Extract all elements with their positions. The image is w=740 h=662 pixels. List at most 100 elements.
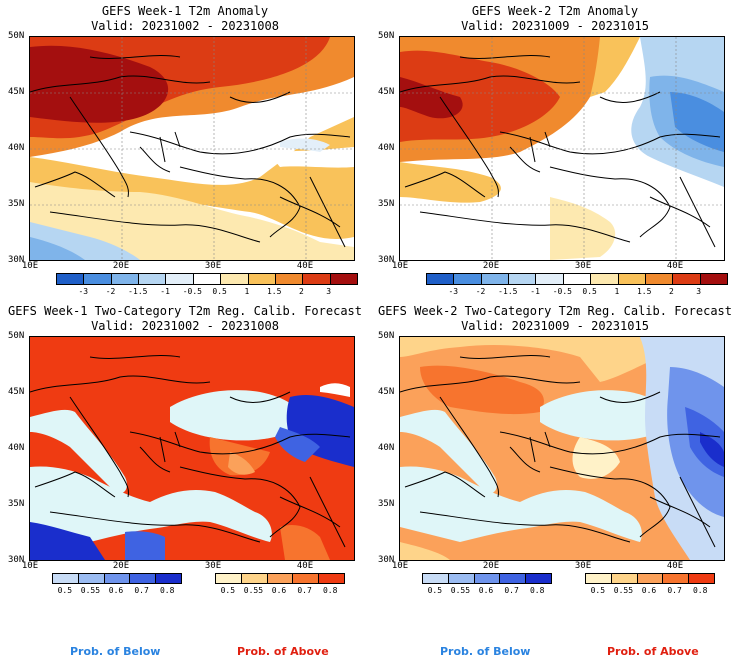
panel-valid-dates: Valid: 20231002 - 20231008 <box>91 319 279 333</box>
colorbar-swatch <box>303 274 331 284</box>
colorbar-swatch <box>586 574 612 583</box>
colorbar-swatch <box>139 274 167 284</box>
colorbar-swatch <box>319 574 344 583</box>
colorbar-swatch <box>84 274 112 284</box>
anomaly-map-week1 <box>29 36 355 261</box>
colorbar-tick-label: 0.5 <box>582 287 597 296</box>
panel-week2-probability: GEFS Week-2 Two-Category T2m Reg. Calib.… <box>370 300 740 600</box>
lon-label: 30E <box>204 561 222 571</box>
colorbar-swatch <box>618 274 646 284</box>
colorbar-swatch <box>130 574 157 583</box>
colorbar-tick-label: -1.5 <box>128 287 148 296</box>
colorbar-swatch <box>563 274 592 284</box>
colorbar-swatch <box>104 574 131 583</box>
lat-label: 35N <box>378 199 395 209</box>
lon-label: 40E <box>296 261 314 271</box>
colorbar-tick-label: -2 <box>475 287 486 296</box>
colorbar-tick-label: -0.5 <box>552 287 572 296</box>
colorbar-swatch <box>591 274 619 284</box>
prob-above-legend-left: Prob. of Above <box>237 645 329 658</box>
colorbar-tick-label: 0.6 <box>108 586 124 595</box>
colorbar-tick-label: 3 <box>326 287 332 296</box>
lon-label: 20E <box>112 561 130 571</box>
panel-title: GEFS Week-1 Two-Category T2m Reg. Calib.… <box>7 304 362 318</box>
colorbar-swatch <box>500 574 527 583</box>
lat-label: 50N <box>378 31 395 41</box>
colorbar-tick-label: 0.7 <box>504 586 519 595</box>
colorbar-tick-label: -3 <box>448 287 459 296</box>
colorbar-swatch <box>156 574 181 583</box>
colorbar-swatch <box>474 574 501 583</box>
lon-label: 10E <box>21 261 39 271</box>
colorbar-swatch <box>57 274 85 284</box>
lat-label: 40N <box>8 443 25 453</box>
lat-label: 45N <box>8 387 25 397</box>
colorbar-tick-label: -3 <box>78 287 89 296</box>
lat-label: 30N <box>378 555 395 565</box>
colorbar-swatch <box>78 574 105 583</box>
lon-label: 40E <box>666 261 684 271</box>
prob-below-colorbar <box>52 573 182 584</box>
colorbar-swatch <box>293 574 320 583</box>
prob-below-legend-right: Prob. of Below <box>440 645 531 658</box>
panel-week2-anomaly: GEFS Week-2 T2m Anomaly Valid: 20231009 … <box>370 0 740 300</box>
lat-label: 40N <box>8 143 25 153</box>
colorbar-tick-label: 2 <box>299 287 304 296</box>
colorbar-tick-label: -1 <box>160 287 170 296</box>
panel-week1-probability: GEFS Week-1 Two-Category T2m Reg. Calib.… <box>0 300 370 600</box>
panel-valid-dates: Valid: 20231009 - 20231015 <box>461 319 649 333</box>
colorbar-swatch <box>275 274 304 284</box>
lon-label: 10E <box>391 561 409 571</box>
colorbar-swatch <box>267 574 294 583</box>
lat-label: 50N <box>8 331 25 341</box>
colorbar-tick-label: 1.5 <box>266 287 282 296</box>
colorbar-swatch <box>221 274 249 284</box>
prob-above-colorbar <box>585 573 715 584</box>
lon-label: 30E <box>574 561 592 571</box>
lon-label: 20E <box>482 261 500 271</box>
colorbar-swatch <box>427 274 455 284</box>
colorbar-swatch <box>448 574 475 583</box>
colorbar-swatch <box>700 274 727 284</box>
colorbar-tick-label: 0.8 <box>692 586 708 595</box>
colorbar-tick-label: 1 <box>244 287 250 296</box>
colorbar-tick-label: 0.7 <box>134 586 149 595</box>
colorbar-swatch <box>663 574 690 583</box>
colorbar-tick-label: 0.55 <box>450 586 471 595</box>
colorbar-tick-label: 0.55 <box>80 586 101 595</box>
colorbar-swatch <box>166 274 194 284</box>
panel-title: GEFS Week-2 T2m Anomaly <box>471 4 639 18</box>
panel-week1-anomaly: GEFS Week-1 T2m Anomaly Valid: 20231002 … <box>0 0 370 300</box>
colorbar-swatch <box>241 574 268 583</box>
panel-valid-dates: Valid: 20231009 - 20231015 <box>461 19 649 33</box>
colorbar-tick-label: 2 <box>669 287 674 296</box>
colorbar-swatch <box>637 574 664 583</box>
lat-label: 50N <box>378 331 395 341</box>
lon-label: 10E <box>391 261 409 271</box>
colorbar-swatch <box>611 574 638 583</box>
colorbar-tick-label: 0.5 <box>427 586 443 595</box>
panel-title: GEFS Week-2 Two-Category T2m Reg. Calib.… <box>377 304 732 318</box>
anomaly-map-week2 <box>399 36 725 261</box>
colorbar-swatch <box>526 574 551 583</box>
lat-label: 35N <box>8 199 25 209</box>
anomaly-colorbar <box>56 273 358 285</box>
colorbar-tick-label: 0.6 <box>478 586 494 595</box>
colorbar-tick-label: 0.5 <box>57 586 73 595</box>
colorbar-swatch <box>330 274 357 284</box>
colorbar-tick-label: 0.8 <box>529 586 545 595</box>
panel-valid-dates: Valid: 20231002 - 20231008 <box>91 19 279 33</box>
colorbar-swatch <box>423 574 449 583</box>
colorbar-tick-label: -1 <box>530 287 540 296</box>
colorbar-tick-label: 0.5 <box>212 287 227 296</box>
prob-below-legend-left: Prob. of Below <box>70 645 161 658</box>
colorbar-swatch <box>193 274 222 284</box>
colorbar-tick-label: 0.6 <box>641 586 657 595</box>
probability-map-week2 <box>399 336 725 561</box>
colorbar-tick-label: 0.55 <box>243 586 264 595</box>
prob-below-colorbar <box>422 573 552 584</box>
colorbar-tick-label: -1.5 <box>498 287 518 296</box>
prob-above-legend-right: Prob. of Above <box>607 645 699 658</box>
colorbar-tick-label: -2 <box>105 287 116 296</box>
colorbar-swatch <box>689 574 714 583</box>
